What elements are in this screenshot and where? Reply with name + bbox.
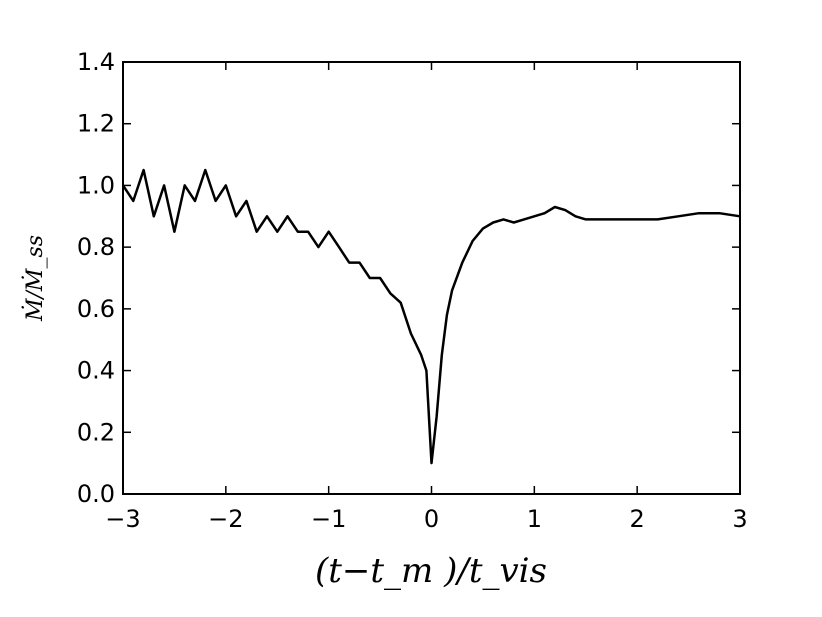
y-axis-label: Ṁ/Ṁ_ss [21,235,48,322]
y-tick-label: 1.2 [77,110,115,138]
y-tick-label: 1.0 [77,171,115,199]
y-tick-label: 0.2 [77,418,115,446]
x-tick-label: 0 [424,505,439,533]
plot-frame [122,61,741,495]
y-tick-label: 0.0 [77,480,115,508]
y-tick-label: 0.4 [77,357,115,385]
tick-group [122,61,741,495]
x-tick-label: −2 [208,505,243,533]
x-tick-label: 1 [527,505,542,533]
x-tick-label: −3 [105,505,140,533]
y-tick-label: 0.6 [77,295,115,323]
x-tick-label: −1 [311,505,346,533]
series-line [121,168,741,465]
tick-label-group: −3 −2 −1 0 1 2 3 0.0 0.2 0.4 0.6 0.8 1.0 1.2 1.4 [77,48,748,533]
x-tick-label: 3 [732,505,747,533]
y-tick-label: 1.4 [77,48,115,76]
x-tick-label: 2 [630,505,645,533]
y-tick-label: 0.8 [77,233,115,261]
x-axis-label: (t−t_m )/t_vis [315,551,547,591]
